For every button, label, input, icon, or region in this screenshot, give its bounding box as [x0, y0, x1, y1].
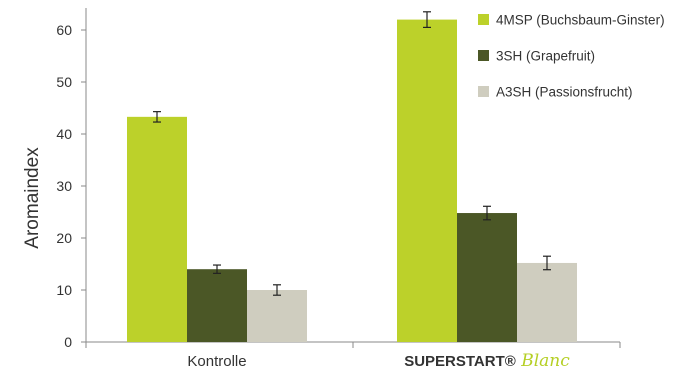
x-category-label-part: SUPERSTART®	[404, 353, 516, 370]
y-axis-label: Aromaindex	[22, 147, 43, 249]
y-tick-label: 50	[56, 74, 72, 90]
x-axis: Kontrolle SUPERSTART® Blanc	[85, 341, 621, 370]
y-tick-label: 0	[64, 334, 72, 350]
legend: 4MSP (Buchsbaum-Ginster) 3SH (Grapefruit)…	[478, 13, 665, 100]
bar-1-1	[457, 213, 517, 342]
bar-1-2	[517, 262, 577, 342]
bar-0-2	[247, 290, 307, 342]
legend-swatch	[478, 50, 489, 61]
y-tick-label: 60	[56, 22, 72, 38]
legend-label: 4MSP (Buchsbaum-Ginster)	[496, 13, 665, 28]
legend-swatch	[478, 14, 489, 25]
x-category-label: Kontrolle	[187, 353, 246, 370]
x-category-label-part: Kontrolle	[187, 353, 246, 370]
bar-0-1	[187, 269, 247, 342]
legend-label: 3SH (Grapefruit)	[496, 49, 595, 64]
bars	[127, 11, 577, 342]
y-tick-label: 30	[56, 178, 72, 194]
y-tick-label: 40	[56, 126, 72, 142]
y-axis: 0 10 20 30 40 50 60	[56, 8, 87, 350]
y-tick-label: 10	[56, 282, 72, 298]
x-category-label-part: Blanc	[516, 351, 570, 370]
y-tick-label: 20	[56, 230, 72, 246]
x-category-label: SUPERSTART® Blanc	[404, 351, 570, 370]
legend-label: A3SH (Passionsfrucht)	[496, 85, 633, 100]
bar-0-0	[127, 116, 187, 342]
bar-1-0	[397, 19, 457, 342]
legend-swatch	[478, 86, 489, 97]
